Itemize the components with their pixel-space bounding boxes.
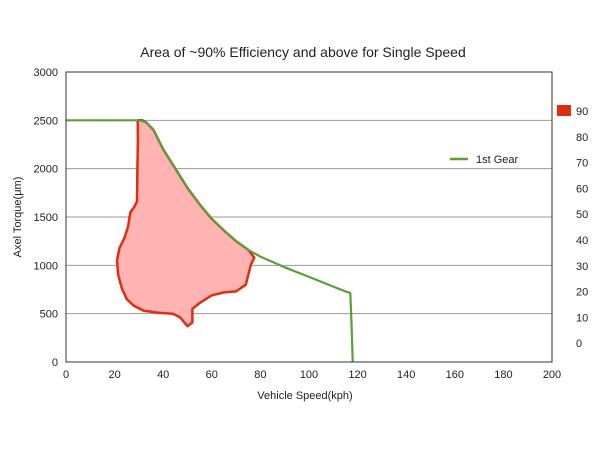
x-tick-label: 40 bbox=[157, 369, 169, 381]
y-tick-label: 1500 bbox=[34, 212, 58, 224]
y-tick-label: 2500 bbox=[34, 115, 58, 127]
y-tick-label: 0 bbox=[52, 357, 58, 369]
color-scale: 90 80 70 60 50 40 30 20 10 0 bbox=[557, 105, 588, 350]
scale-label: 80 bbox=[576, 132, 588, 144]
scale-label: 50 bbox=[576, 209, 588, 221]
scale-label: 30 bbox=[576, 261, 588, 273]
scale-swatch bbox=[557, 105, 571, 116]
y-tick-labels: 0 500 1000 1500 2000 2500 3000 bbox=[34, 67, 58, 369]
y-axis-label: Axel Torque(μm) bbox=[12, 177, 24, 258]
x-axis-label: Vehicle Speed(kph) bbox=[257, 390, 352, 402]
x-tick-label: 200 bbox=[543, 369, 561, 381]
legend-label-1st-gear: 1st Gear bbox=[476, 154, 519, 166]
x-tick-label: 0 bbox=[63, 369, 69, 381]
efficiency-region bbox=[115, 119, 256, 328]
y-tick-label: 2000 bbox=[34, 164, 58, 176]
x-tick-label: 120 bbox=[348, 369, 366, 381]
chart-title: Area of ~90% Efficiency and above for Si… bbox=[140, 44, 465, 60]
x-tick-label: 80 bbox=[254, 369, 266, 381]
x-tick-label: 60 bbox=[206, 369, 218, 381]
scale-label: 60 bbox=[576, 183, 588, 195]
y-tick-label: 3000 bbox=[34, 67, 58, 79]
x-tick-label: 20 bbox=[108, 369, 120, 381]
series-group bbox=[66, 119, 354, 363]
x-tick-label: 160 bbox=[446, 369, 464, 381]
scale-label: 70 bbox=[576, 158, 588, 170]
scale-label: 20 bbox=[576, 287, 588, 299]
scale-label: 10 bbox=[576, 312, 588, 324]
y-tick-label: 1000 bbox=[34, 260, 58, 272]
legend: 1st Gear bbox=[450, 154, 519, 166]
plot-frame bbox=[65, 71, 553, 363]
y-tick-label: 500 bbox=[40, 309, 58, 321]
x-tick-label: 140 bbox=[397, 369, 415, 381]
efficiency-region-area bbox=[115, 119, 256, 328]
x-tick-labels: 0 20 40 60 80 100 120 140 160 180 200 bbox=[63, 369, 561, 381]
x-tick-label: 180 bbox=[494, 369, 512, 381]
scale-label: 0 bbox=[576, 338, 582, 350]
series-line-0 bbox=[66, 119, 354, 363]
scale-label: 90 bbox=[576, 106, 588, 118]
scale-label: 40 bbox=[576, 235, 588, 247]
x-tick-label: 100 bbox=[300, 369, 318, 381]
